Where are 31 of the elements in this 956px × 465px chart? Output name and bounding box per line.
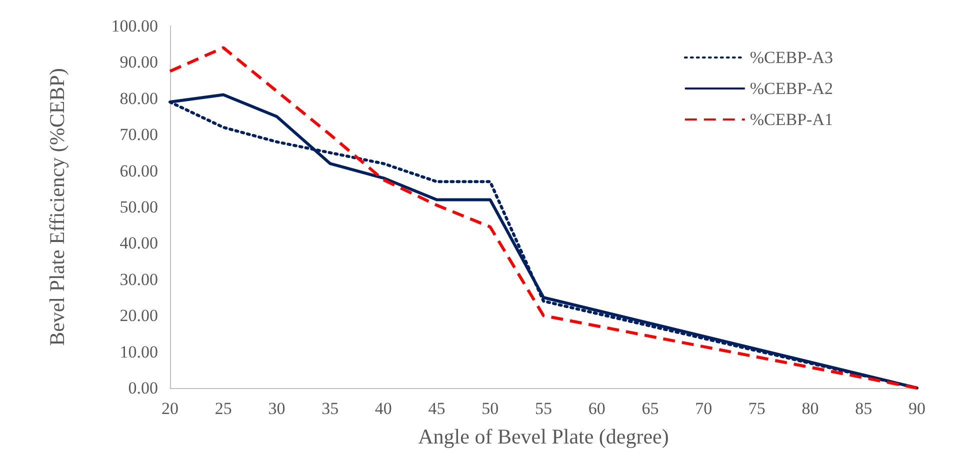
y-tick-label: 40.00: [120, 234, 158, 253]
y-tick-label: 50.00: [120, 198, 158, 216]
x-tick-label: 90: [908, 399, 926, 418]
x-tick-label: 65: [642, 399, 659, 418]
x-tick-label: 50: [482, 399, 499, 418]
x-tick-label: 40: [374, 399, 392, 418]
x-tick-label: 70: [695, 399, 712, 418]
x-tick-label: 80: [802, 399, 819, 418]
y-tick-label: 90.00: [120, 52, 158, 72]
x-tick-label: 75: [748, 399, 766, 418]
x-tick-label: 60: [588, 399, 606, 418]
y-tick-label: 80.00: [120, 88, 158, 108]
legend-label: %CEBP-A2: [750, 79, 834, 98]
x-tick-label: 25: [214, 399, 232, 418]
x-tick-label: 35: [322, 399, 339, 418]
x-tick-label: 30: [268, 399, 286, 418]
y-tick-label: 0.00: [128, 378, 158, 398]
y-tick-label: 30.00: [120, 270, 158, 289]
x-tick-label: 45: [428, 399, 446, 418]
x-tick-label: 55: [535, 399, 552, 418]
y-tick-label: 60.00: [120, 161, 158, 180]
y-tick-label: 20.00: [120, 306, 158, 326]
y-axis-title: Bevel Plate Efficiency (%CEBP): [45, 68, 69, 346]
legend-label: %CEBP-A3: [750, 48, 834, 67]
y-tick-label: 100.00: [111, 16, 158, 36]
x-tick-label: 20: [162, 399, 178, 418]
y-tick-label: 70.00: [120, 125, 158, 144]
legend-label: %CEBP-A1: [750, 110, 834, 129]
x-axis-title: Angle of Bevel Plate (degree): [418, 424, 669, 448]
y-tick-label: 10.00: [120, 342, 158, 362]
x-tick-label: 85: [855, 399, 872, 418]
